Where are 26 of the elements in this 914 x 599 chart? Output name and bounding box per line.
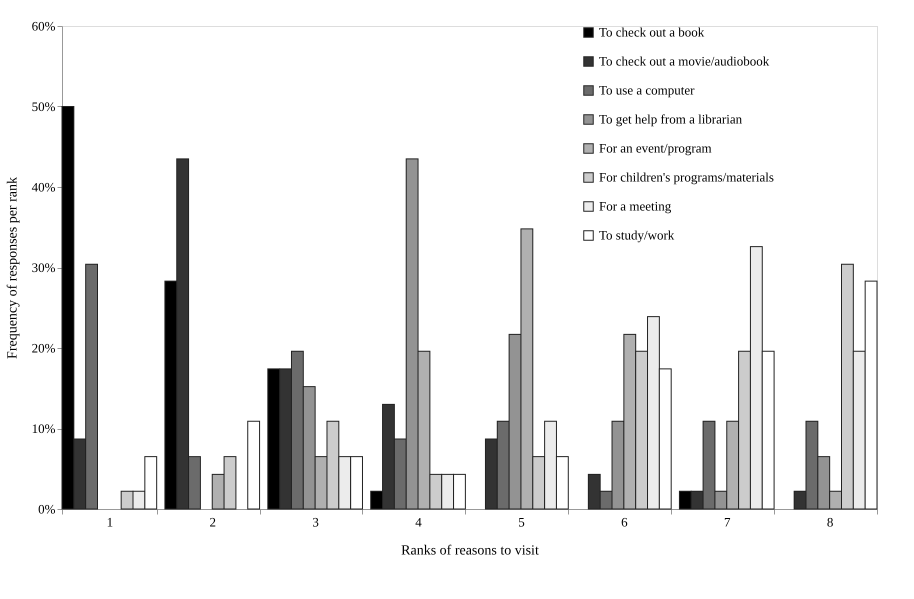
legend-label: For an event/program (599, 140, 712, 156)
x-tick-label: 2 (209, 514, 216, 530)
x-tick-label: 3 (312, 514, 319, 530)
legend-label: For children's programs/materials (599, 170, 774, 184)
x-tick-label: 1 (106, 514, 114, 530)
legend-label: To check out a movie/audiobook (599, 54, 770, 68)
x-tick-label: 4 (415, 514, 422, 530)
y-tick-label: 50% (32, 99, 56, 114)
legend-label: For a meeting (599, 198, 672, 214)
y-tick-label: 40% (32, 180, 56, 194)
bar (247, 420, 260, 510)
y-tick-label: 0% (38, 502, 56, 516)
y-tick-label: 30% (32, 260, 56, 275)
x-tick-label: 8 (826, 514, 834, 530)
legend-label: To study/work (599, 228, 675, 242)
x-axis-title: Ranks of reasons to visit (401, 544, 539, 558)
y-axis-title: Frequency of responses per rank (6, 177, 21, 359)
y-tick-label: 10% (32, 421, 56, 436)
legend-label: To check out a book (599, 24, 705, 40)
legend-label: To use a computer (599, 82, 696, 98)
y-tick-label: 60% (32, 18, 56, 34)
legend-label: To get help from a librarian (599, 112, 743, 126)
x-tick-label: 5 (518, 514, 525, 530)
y-tick-label: 20% (32, 340, 56, 356)
x-tick-label: 7 (724, 514, 732, 530)
x-tick-label: 6 (621, 514, 628, 530)
